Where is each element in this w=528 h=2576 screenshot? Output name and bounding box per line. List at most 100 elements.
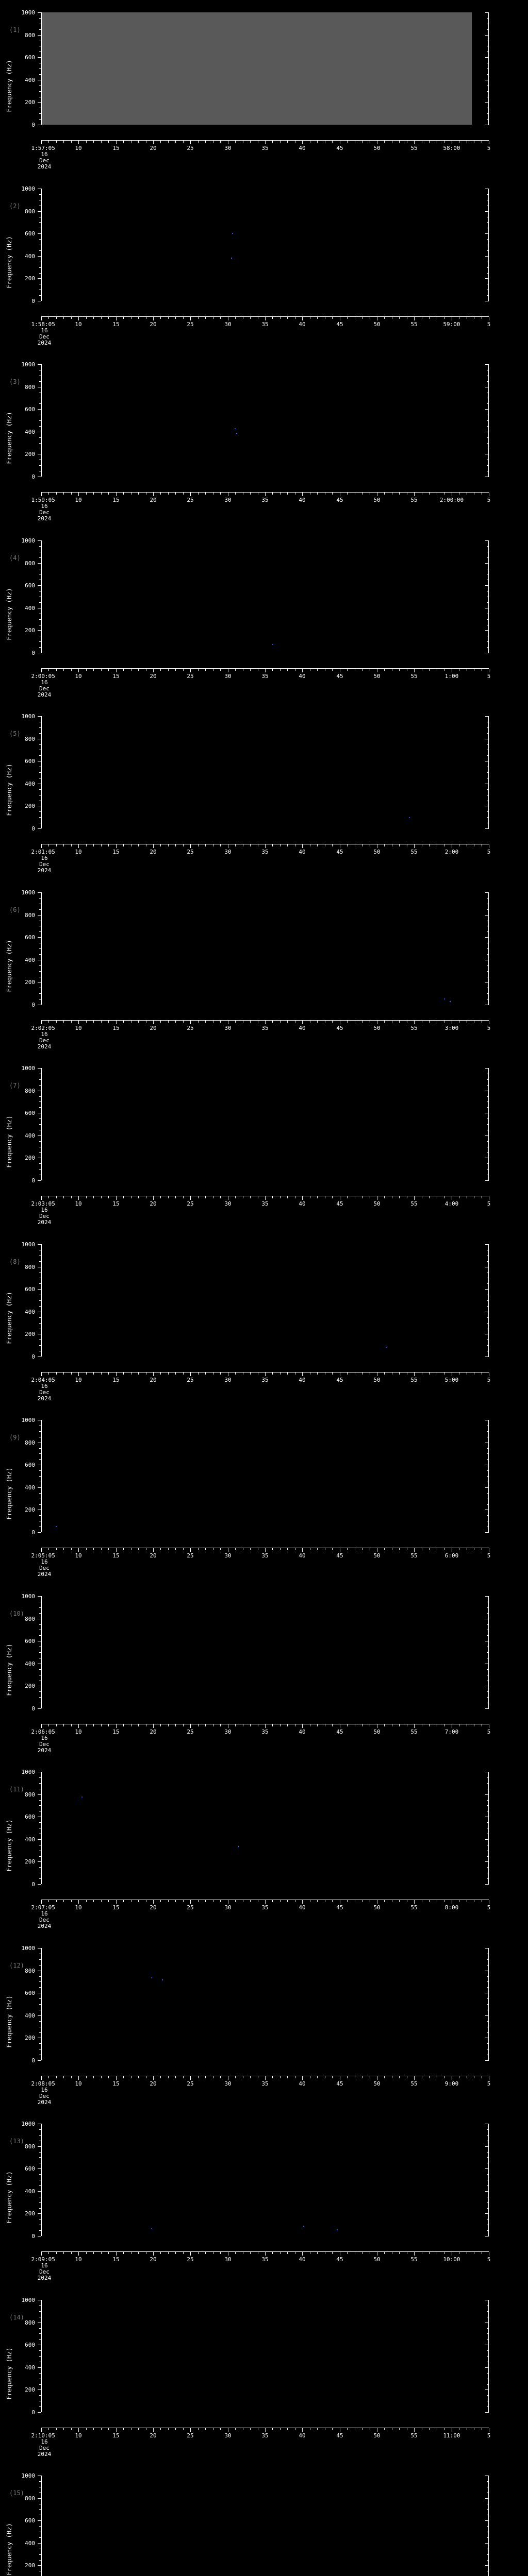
x-axis-tick-label: 20 [150,673,157,680]
x-axis-tick-label: 40 [299,145,306,151]
y-axis-tick [485,1289,489,1290]
x-axis-tick-label: 20 [150,1377,157,1383]
y-axis-tick [38,2146,41,2147]
x-axis-tick [168,493,169,495]
x-axis-tick [123,493,124,495]
x-axis-tick [48,493,49,495]
y-axis-title: Frequency (Hz) [6,1467,13,1520]
x-axis-tick [56,1372,57,1375]
x-axis-tick [48,1372,49,1375]
x-axis-tick [116,1548,117,1552]
x-axis-tick [138,1548,139,1550]
x-axis-tick-label: 35 [261,1728,269,1735]
plot-area[interactable] [41,2300,489,2412]
x-axis-tick [302,844,303,848]
x-axis-tick-label: 40 [299,497,306,503]
x-axis-tick [108,1548,109,1550]
plot-area[interactable] [41,1244,489,1357]
y-axis-tick [39,641,41,642]
x-axis-tick-label: 50 [373,2080,381,2087]
x-axis-tick [93,1548,94,1550]
x-axis-tick-label: 2:00 [444,849,459,855]
plot-area[interactable] [41,189,489,301]
plot-area[interactable] [41,540,489,653]
x-axis-tick [198,669,199,671]
y-axis-tick [487,993,489,994]
x-axis-tick-label: 45 [336,673,343,680]
x-axis-tick-label: 20 [150,1728,157,1735]
panel-number-label: (4) [9,554,21,562]
x-axis-tick-label: 30 [224,2080,232,2087]
x-axis-tick [332,2428,333,2430]
y-axis-tick-label: 800 [25,1968,35,1974]
x-axis-tick-label: 20 [150,1552,157,1559]
y-axis-tick [39,1783,41,1784]
x-axis-tick [123,1724,124,1726]
y-axis-tick [38,2498,41,2499]
x-axis-tick [108,2252,109,2254]
plot-area[interactable] [41,1948,489,2060]
x-axis-tick [160,1021,161,1023]
plot-area[interactable] [41,364,489,477]
x-axis-tick-label: 40 [299,1025,306,1031]
x-axis-tick [86,844,87,846]
y-axis-tick-label: 800 [25,1439,35,1446]
plot-area[interactable] [41,12,489,125]
x-axis-tick [220,1196,221,1198]
plot-area[interactable] [41,892,489,1005]
y-axis-tick-label: 200 [25,2386,35,2393]
x-axis-tick [153,1548,154,1552]
x-axis-tick-label: 25 [187,321,194,328]
x-axis-tick [183,2076,184,2078]
x-axis-tick [347,1548,348,1550]
y-axis-tick-label: 600 [25,230,35,237]
y-axis-tick [487,2311,489,2312]
x-axis-tick-label: 30 [224,1552,232,1559]
x-axis-tick [183,2428,184,2430]
x-axis-tick [198,493,199,495]
y-axis-tick-label: 200 [25,451,35,457]
x-axis-tick [116,2428,117,2432]
x-axis-tick [384,141,385,143]
detection-marker [449,1001,451,1003]
x-axis-tick-label: 25 [187,2256,194,2263]
x-axis-tick [190,2428,191,2432]
x-axis-tick [63,493,64,495]
y-axis-tick [38,2367,41,2368]
y-axis-tick [487,222,489,223]
x-axis-tick [153,2252,154,2256]
y-axis-tick-label: 400 [25,1484,35,1491]
y-axis-tick-label: 800 [25,736,35,742]
y-axis-tick-label: 0 [31,1177,35,1184]
x-axis-tick [63,317,64,319]
plot-area[interactable] [41,2476,489,2576]
x-axis-tick-label: 10 [75,2256,82,2263]
plot-area[interactable] [41,1420,489,1532]
spectrogram-panel: 0 200 400 600 800 1000 Frequency (Hz) (8) 2:04:0… [0,1242,528,1402]
plot-area[interactable] [41,2124,489,2236]
y-axis-tick [487,1453,489,1454]
x-axis-tick [205,1548,206,1550]
y-axis-tick [485,630,489,631]
y-axis-tick [39,119,41,120]
y-axis-tick [39,2311,41,2312]
x-axis-tick [101,1900,102,1902]
y-axis-tick [487,403,489,404]
x-axis-tick [123,1372,124,1375]
spectrogram-panel: 0 200 400 600 800 1000 Frequency (Hz) (4) 2:00:0… [0,538,528,698]
y-axis-tick [38,102,41,103]
x-axis-tick-label: 2:06:05 [31,1728,55,1735]
x-axis-date-label: 16 Dec 2024 [37,2087,52,2106]
plot-area[interactable] [41,1596,489,1708]
plot-area[interactable] [41,1772,489,1884]
y-axis-tick [39,557,41,558]
x-axis-tick [272,141,273,143]
plot-area[interactable] [41,1068,489,1180]
y-axis-tick [39,727,41,728]
x-axis-tick [317,1372,318,1375]
y-axis-tick-label: 800 [25,384,35,391]
spectrogram-panel: 0 200 400 600 800 1000 Frequency (Hz) (12) 2:08:… [0,1945,528,2106]
x-axis-date-label: 16 Dec 2024 [37,151,52,170]
x-axis-tick [302,2428,303,2432]
plot-area[interactable] [41,716,489,828]
